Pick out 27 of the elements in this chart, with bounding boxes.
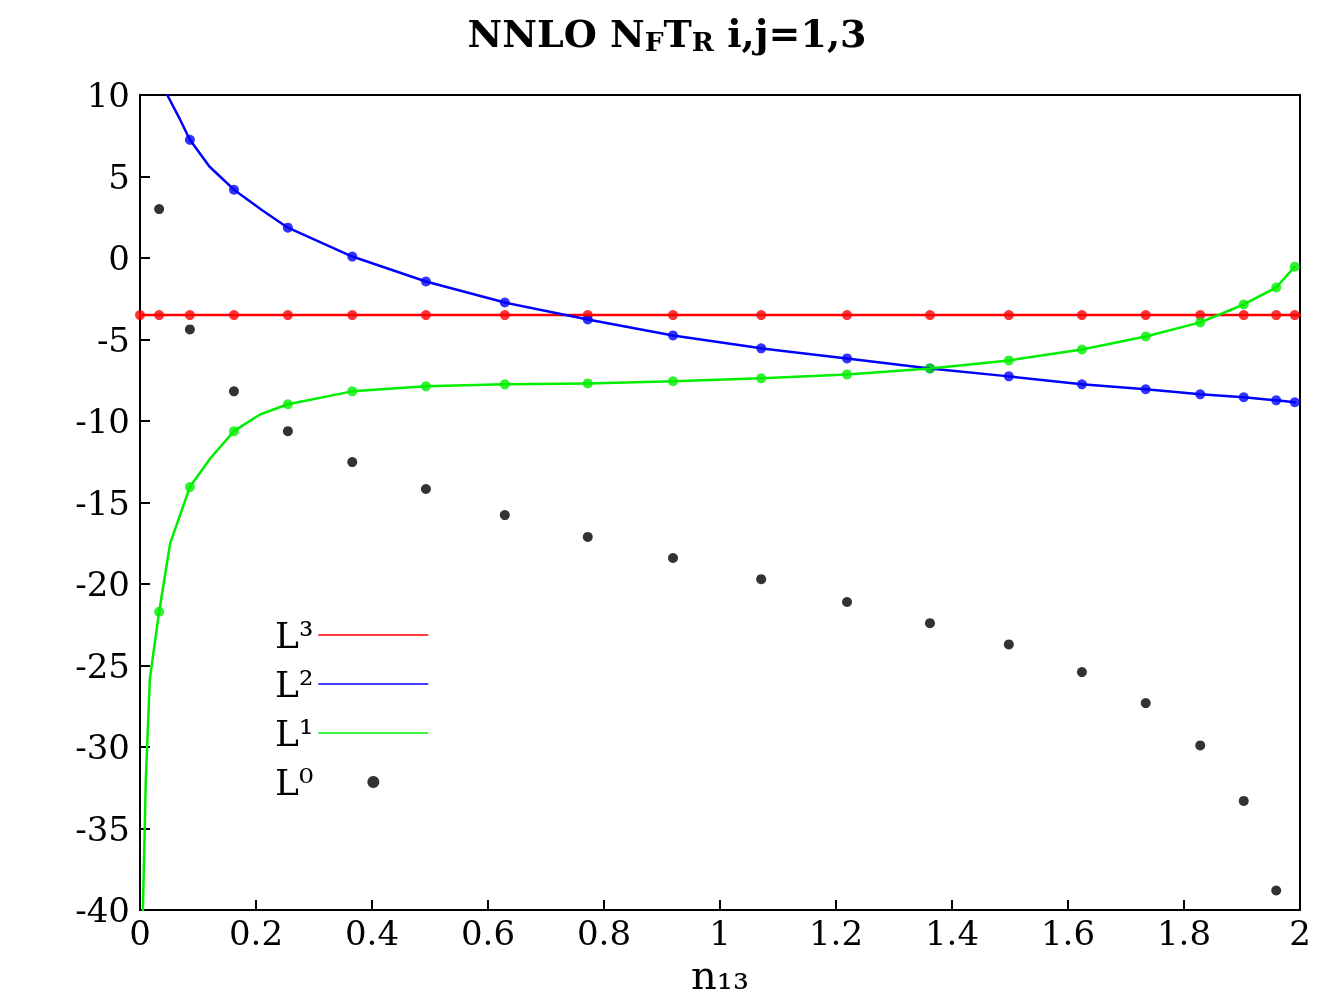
x-tick-label: 0.4 [344, 913, 400, 954]
x-tick-label: 1.4 [924, 913, 980, 954]
y-tick-label: -10 [75, 401, 130, 442]
legend-label: L³ [274, 614, 314, 656]
y-tick-label: 5 [108, 156, 130, 197]
chart-title: NNLO NFTR i,j=1,3 [467, 11, 867, 57]
y-tick-label: -25 [75, 645, 130, 686]
x-tick-label: 0.8 [576, 913, 632, 954]
y-tick-label: 10 [86, 75, 130, 115]
y-tick-label: -35 [75, 808, 130, 849]
x-tick-label: 0.2 [228, 913, 284, 954]
legend-label: L⁰ [274, 761, 314, 803]
x-tick-label: 2 [1289, 913, 1311, 954]
y-tick-label: -20 [75, 564, 130, 605]
y-tick-label: -40 [75, 890, 130, 931]
x-tick-label: 0.6 [460, 913, 516, 954]
legend-label: L² [274, 663, 314, 705]
y-tick-label: -15 [75, 482, 130, 523]
y-tick-label: -5 [96, 319, 130, 360]
y-tick-label: -30 [75, 727, 130, 768]
x-axis-title: n₁₃ [691, 952, 749, 998]
legend-label: L¹ [274, 712, 314, 754]
x-tick-label: 1 [709, 913, 731, 954]
y-tick-label: 0 [108, 238, 130, 279]
x-tick-label: 1.8 [1156, 913, 1212, 954]
x-tick-label: 1.6 [1040, 913, 1096, 954]
x-tick-label: 1.2 [808, 913, 864, 954]
